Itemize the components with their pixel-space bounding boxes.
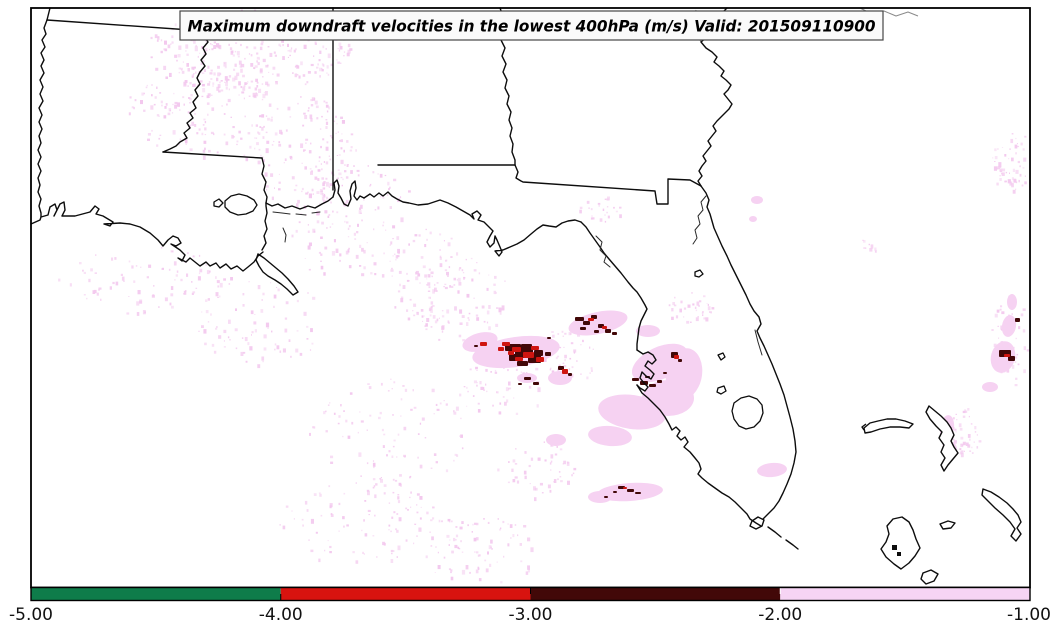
lake-maurepas	[213, 198, 224, 208]
andros-island	[880, 516, 921, 570]
sabine-river-border	[37, 19, 48, 218]
georgia-coast	[697, 7, 733, 187]
suwannee-river	[595, 235, 611, 268]
louisiana-mississippi-border	[162, 151, 263, 159]
florida-georgia-border	[514, 164, 702, 205]
downdraft-pink-blobs	[462, 196, 1017, 503]
andros-inlet-mark2	[897, 552, 901, 556]
bahamas-islands	[861, 405, 1022, 585]
kissimmee-lake-north	[717, 352, 726, 361]
kissimmee-lake-south	[716, 385, 727, 395]
andros-inlet-mark	[892, 545, 897, 550]
tampa-bay	[636, 349, 657, 392]
lakes	[213, 193, 764, 430]
coastline	[30, 7, 799, 550]
colorbar-tick-1: -4.00	[259, 605, 303, 625]
arkansas-louisiana-border	[46, 19, 206, 32]
colorbar-tick-3: -2.00	[758, 605, 802, 625]
florida-southwest-coast	[636, 384, 762, 527]
mississippi-river	[162, 29, 209, 153]
abaco-island	[925, 405, 959, 472]
grand-bahama-island	[861, 418, 914, 434]
colorbar-outline	[30, 586, 1031, 602]
colorbar-segment-green	[31, 587, 281, 601]
downdraft-speckle-field	[58, 9, 1030, 584]
florida-east-coast	[700, 185, 797, 520]
lake-okeechobee	[731, 395, 764, 430]
colorbar-segment-maroon	[530, 587, 781, 601]
figure-title: Maximum downdraft velocities in the lowe…	[188, 17, 876, 36]
mississippi-sound-islands	[272, 211, 321, 216]
st-johns-river	[692, 195, 707, 245]
map-frame	[30, 7, 1031, 589]
colorbar-tick-0: -5.00	[9, 605, 53, 625]
florida-keys	[749, 516, 799, 550]
gulf-coast-louisiana	[30, 201, 264, 272]
title-box: Maximum downdraft velocities in the lowe…	[179, 10, 884, 41]
mobile-bay	[332, 179, 365, 207]
pearl-river-border	[261, 157, 268, 204]
colorbar-tick-2: -3.00	[509, 605, 553, 625]
colorbar	[30, 586, 1031, 602]
colorbar-segment-pink	[780, 587, 1030, 601]
florida-bigbend-coast	[580, 221, 648, 351]
orange-lake	[694, 269, 704, 278]
florida-panhandle-coast	[363, 191, 582, 257]
new-providence-island	[939, 520, 956, 530]
lake-pontchartrain	[224, 193, 258, 216]
chandeleur-islands	[282, 227, 287, 243]
title-background	[179, 10, 884, 41]
mississippi-alabama-coast	[265, 196, 334, 210]
indian-river-lagoon	[754, 329, 763, 356]
eleuthera-island	[981, 488, 1022, 542]
colorbar-segment-red	[280, 587, 531, 601]
downdraft-strong-cores	[474, 315, 1020, 498]
colorbar-tick-4: -1.00	[1007, 605, 1051, 625]
colorbar-labels: -5.00 -4.00 -3.00 -2.00 -1.00	[9, 605, 1051, 625]
texas-arkansas-border	[46, 7, 51, 21]
mississippi-delta	[255, 202, 299, 296]
andros-south-island	[920, 569, 939, 585]
